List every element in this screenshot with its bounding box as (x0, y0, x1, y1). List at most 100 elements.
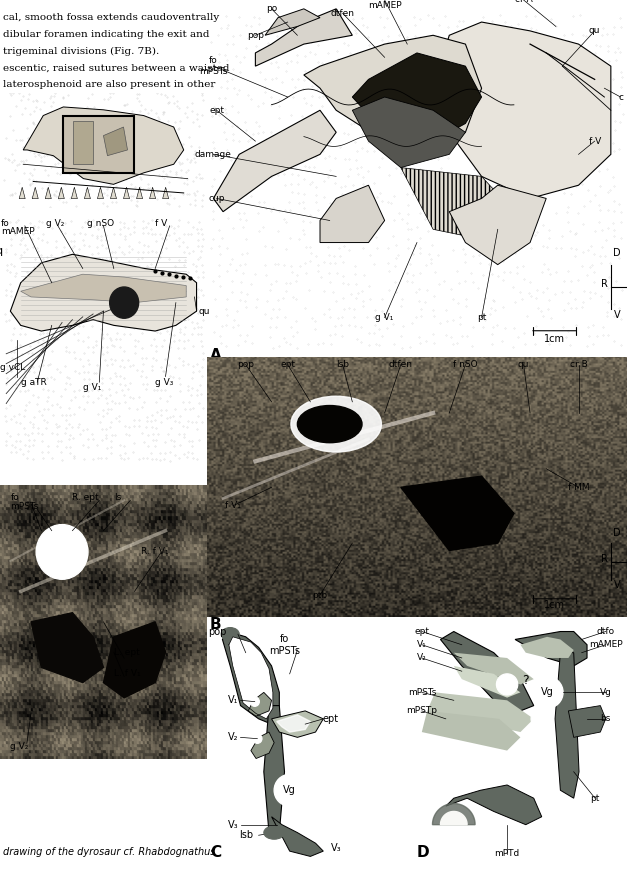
Polygon shape (31, 664, 33, 668)
Polygon shape (75, 564, 76, 567)
Polygon shape (0, 640, 2, 643)
Polygon shape (192, 609, 194, 613)
Polygon shape (194, 664, 197, 668)
Polygon shape (2, 658, 4, 662)
Polygon shape (6, 668, 8, 670)
Polygon shape (114, 579, 116, 582)
Polygon shape (21, 512, 23, 515)
Polygon shape (151, 494, 153, 497)
Polygon shape (199, 631, 201, 634)
Polygon shape (192, 676, 194, 679)
Polygon shape (93, 647, 95, 649)
Text: ept: ept (323, 714, 339, 724)
Polygon shape (10, 734, 13, 737)
Polygon shape (122, 504, 124, 506)
Polygon shape (40, 719, 41, 722)
Polygon shape (35, 592, 37, 594)
Polygon shape (147, 558, 149, 561)
Polygon shape (41, 719, 43, 722)
Polygon shape (147, 601, 149, 603)
Polygon shape (199, 619, 201, 622)
Polygon shape (81, 586, 83, 588)
Polygon shape (27, 731, 29, 734)
Polygon shape (194, 628, 197, 631)
Polygon shape (199, 491, 201, 494)
Polygon shape (132, 555, 135, 558)
Polygon shape (192, 691, 194, 695)
Polygon shape (6, 485, 8, 488)
Polygon shape (60, 546, 62, 549)
Polygon shape (186, 561, 188, 564)
Polygon shape (29, 504, 31, 506)
Polygon shape (56, 500, 58, 504)
Polygon shape (93, 706, 95, 710)
Polygon shape (73, 504, 75, 506)
Polygon shape (124, 607, 126, 609)
Polygon shape (140, 725, 143, 729)
Polygon shape (62, 567, 64, 570)
Polygon shape (4, 582, 6, 586)
Polygon shape (73, 689, 75, 691)
Polygon shape (167, 713, 170, 716)
Polygon shape (164, 567, 166, 570)
Polygon shape (43, 588, 46, 592)
Polygon shape (4, 573, 6, 576)
Polygon shape (6, 698, 8, 701)
Polygon shape (130, 624, 132, 628)
Polygon shape (108, 744, 110, 746)
Polygon shape (37, 647, 40, 649)
Polygon shape (167, 582, 170, 586)
Polygon shape (33, 670, 35, 674)
Polygon shape (99, 506, 102, 510)
Polygon shape (159, 691, 161, 695)
Polygon shape (159, 740, 161, 744)
Polygon shape (93, 494, 95, 497)
Polygon shape (91, 643, 93, 647)
Polygon shape (91, 752, 93, 756)
Polygon shape (126, 737, 129, 740)
Polygon shape (184, 597, 186, 601)
Polygon shape (68, 613, 70, 616)
Polygon shape (203, 679, 205, 683)
Polygon shape (197, 515, 199, 519)
Polygon shape (155, 658, 157, 662)
Polygon shape (130, 683, 132, 685)
Polygon shape (70, 674, 73, 676)
Polygon shape (135, 603, 137, 607)
Polygon shape (25, 497, 27, 500)
Polygon shape (33, 689, 35, 691)
Polygon shape (64, 504, 66, 506)
Polygon shape (27, 756, 29, 759)
Polygon shape (8, 609, 10, 613)
Polygon shape (176, 706, 178, 710)
Polygon shape (153, 655, 155, 658)
Polygon shape (110, 691, 112, 695)
Polygon shape (184, 506, 186, 510)
Polygon shape (78, 643, 81, 647)
Polygon shape (120, 676, 122, 679)
Polygon shape (110, 664, 112, 668)
Polygon shape (164, 664, 166, 668)
Polygon shape (60, 540, 62, 542)
Polygon shape (35, 722, 37, 725)
Polygon shape (76, 689, 78, 691)
Polygon shape (130, 676, 132, 679)
Polygon shape (164, 573, 166, 576)
Polygon shape (159, 540, 161, 542)
Polygon shape (155, 698, 157, 701)
Polygon shape (201, 542, 203, 546)
Polygon shape (120, 521, 122, 525)
Polygon shape (166, 624, 167, 628)
Polygon shape (188, 737, 191, 740)
Polygon shape (201, 689, 203, 691)
Polygon shape (64, 746, 66, 750)
Polygon shape (205, 573, 207, 576)
Polygon shape (140, 607, 143, 609)
Polygon shape (89, 716, 91, 719)
Polygon shape (170, 582, 172, 586)
Polygon shape (143, 582, 145, 586)
Polygon shape (35, 537, 37, 540)
Polygon shape (14, 607, 16, 609)
Polygon shape (27, 586, 29, 588)
Polygon shape (178, 631, 180, 634)
